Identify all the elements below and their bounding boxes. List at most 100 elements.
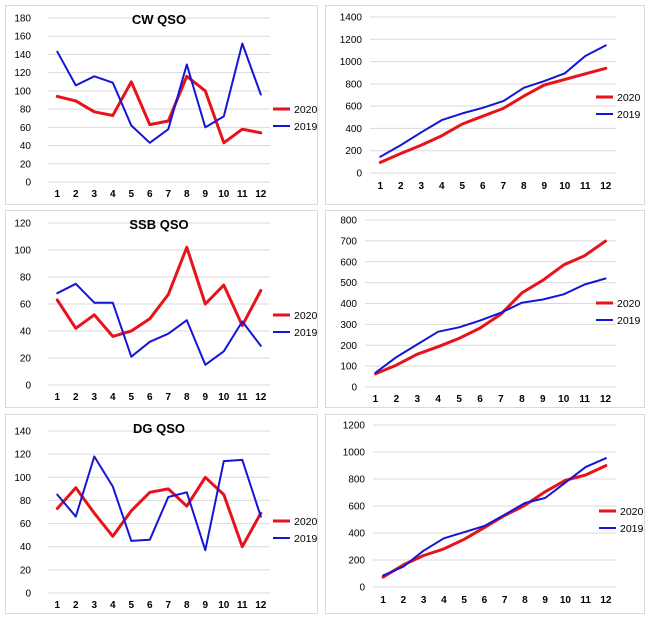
x-tick-label: 10	[560, 595, 572, 606]
legend-label-2019: 2019	[620, 523, 644, 535]
x-tick-label: 1	[54, 600, 60, 611]
series-line-2019	[374, 277, 607, 374]
x-tick-label: 8	[522, 595, 528, 606]
y-tick-label: 20	[20, 354, 32, 365]
y-tick-label: 100	[340, 362, 357, 373]
series-line-2019	[56, 42, 262, 144]
y-tick-label: 600	[345, 102, 362, 113]
legend-label-2020: 2020	[620, 506, 644, 518]
y-tick-label: 60	[20, 519, 32, 530]
x-tick-label: 12	[600, 394, 612, 405]
legend-label-2020: 2020	[294, 104, 318, 116]
legend-label-2019: 2019	[294, 533, 318, 545]
x-tick-label: 11	[580, 595, 591, 606]
series-line-2019	[382, 457, 607, 577]
x-tick-label: 4	[110, 189, 116, 200]
x-tick-label: 1	[377, 181, 383, 192]
series-line-2020	[378, 66, 608, 164]
x-tick-label: 1	[373, 394, 379, 405]
y-tick-label: 80	[20, 496, 32, 507]
x-tick-label: 4	[441, 595, 447, 606]
chart-panel-dg-cumulative: 0 200 400 600 800 1000 1200 1 2 3 4 5 6 7 8 9 10 11 12 2020…	[325, 414, 645, 614]
y-tick-label: 800	[345, 79, 362, 90]
x-tick-label: 10	[218, 600, 230, 611]
y-tick-label: 600	[340, 257, 357, 268]
x-tick-label: 2	[394, 394, 400, 405]
y-tick-label: 200	[348, 556, 365, 567]
x-tick-label: 5	[128, 189, 134, 200]
x-tick-label: 2	[73, 189, 79, 200]
x-tick-label: 3	[91, 600, 97, 611]
x-tick-label: 10	[218, 392, 230, 403]
x-tick-label: 7	[165, 189, 171, 200]
x-tick-label: 6	[147, 392, 153, 403]
x-tick-label: 11	[580, 181, 591, 192]
x-tick-label: 9	[541, 181, 547, 192]
y-tick-label: 1200	[340, 35, 363, 46]
x-tick-label: 3	[421, 595, 427, 606]
x-tick-label: 2	[398, 181, 404, 192]
y-tick-label: 700	[340, 236, 357, 247]
y-tick-label: 180	[14, 14, 31, 25]
x-tick-label: 10	[559, 181, 571, 192]
y-tick-label: 20	[20, 159, 32, 170]
chart-panel-dg-monthly: 0 20 40 60 80 100 120 140 1 2 3 4 5 6 7 8 9 10 11 12 2020 201…	[5, 414, 318, 614]
y-tick-label: 100	[14, 246, 31, 257]
y-tick-label: 0	[356, 169, 362, 180]
legend-label-2019: 2019	[294, 327, 318, 339]
y-tick-label: 140	[14, 50, 31, 61]
y-tick-label: 500	[340, 278, 357, 289]
chart-title: CW QSO	[132, 12, 186, 27]
x-tick-label: 7	[500, 181, 506, 192]
x-tick-label: 7	[165, 600, 171, 611]
x-tick-label: 6	[147, 189, 153, 200]
y-tick-label: 100	[14, 86, 31, 97]
x-tick-label: 12	[600, 595, 612, 606]
x-tick-label: 12	[600, 181, 612, 192]
legend-label-2020: 2020	[294, 310, 318, 322]
y-tick-label: 60	[20, 123, 32, 134]
x-tick-label: 8	[521, 181, 527, 192]
y-tick-label: 120	[14, 219, 31, 230]
x-tick-label: 4	[439, 181, 445, 192]
y-tick-label: 0	[351, 383, 357, 394]
y-tick-label: 40	[20, 327, 32, 338]
series-line-2019	[56, 282, 262, 366]
x-tick-label: 8	[184, 392, 190, 403]
y-tick-label: 140	[14, 427, 31, 438]
series-line-2020	[55, 475, 263, 549]
y-tick-label: 400	[340, 299, 357, 310]
legend-label-2019: 2019	[617, 315, 641, 327]
x-tick-label: 9	[542, 595, 548, 606]
legend-label-2020: 2020	[617, 92, 641, 104]
y-tick-label: 1000	[343, 448, 366, 459]
y-tick-label: 0	[25, 589, 31, 600]
x-tick-label: 5	[461, 595, 467, 606]
y-tick-label: 400	[348, 529, 365, 540]
x-tick-label: 5	[456, 394, 462, 405]
legend-label-2020: 2020	[294, 516, 318, 528]
x-tick-label: 8	[184, 189, 190, 200]
x-tick-label: 2	[73, 600, 79, 611]
x-tick-label: 11	[237, 392, 248, 403]
x-tick-label: 3	[91, 189, 97, 200]
x-tick-label: 5	[128, 600, 134, 611]
series-line-2020	[55, 245, 263, 338]
x-tick-label: 2	[73, 392, 79, 403]
x-tick-label: 1	[54, 189, 60, 200]
y-tick-label: 300	[340, 320, 357, 331]
chart-panel-cw-monthly: 0 20 40 60 80 100 120 140 160 180 1 2 3 4 5 6 7 8 9 10 11 12 2…	[5, 5, 318, 205]
y-tick-label: 1200	[343, 421, 366, 432]
x-tick-label: 6	[480, 181, 486, 192]
x-tick-label: 1	[380, 595, 386, 606]
y-tick-label: 1400	[340, 13, 363, 24]
x-tick-label: 7	[502, 595, 508, 606]
x-tick-label: 3	[415, 394, 421, 405]
legend-label-2020: 2020	[617, 298, 641, 310]
y-tick-label: 40	[20, 141, 32, 152]
x-tick-label: 6	[477, 394, 483, 405]
series-line-2020	[55, 74, 263, 145]
y-tick-label: 800	[348, 475, 365, 486]
x-tick-label: 11	[237, 600, 248, 611]
